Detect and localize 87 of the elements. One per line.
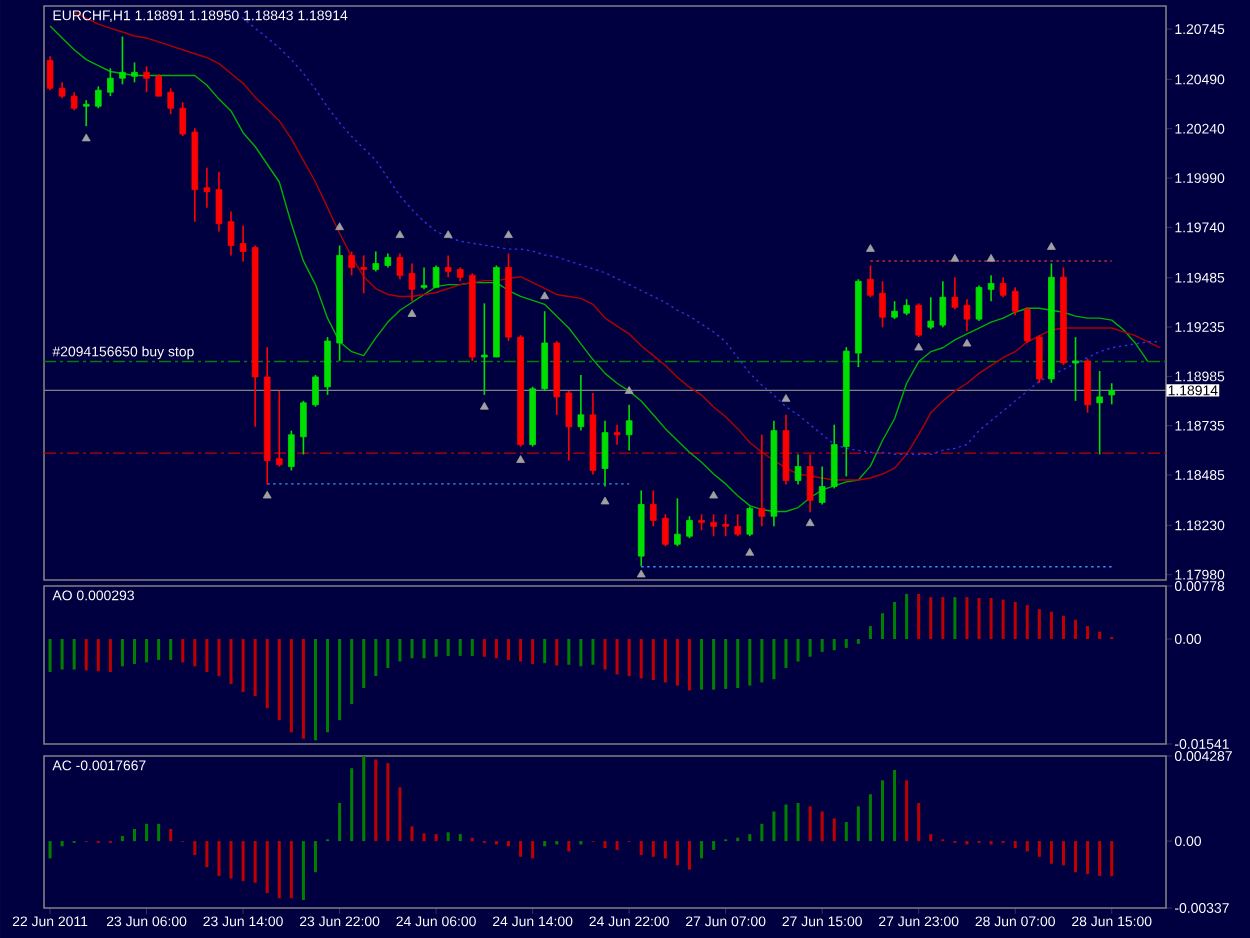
point xyxy=(709,490,718,499)
candlestick xyxy=(372,250,380,273)
candlestick xyxy=(734,513,742,537)
candlestick xyxy=(408,262,416,302)
candlestick xyxy=(565,390,573,462)
point xyxy=(914,342,924,351)
candlestick xyxy=(758,433,766,528)
candlestick xyxy=(927,296,935,330)
candlestick xyxy=(879,280,886,329)
point xyxy=(335,222,344,231)
candlestick xyxy=(432,264,440,289)
point xyxy=(866,244,875,252)
candlestick xyxy=(662,513,669,548)
candlestick xyxy=(649,489,657,528)
point xyxy=(805,518,815,527)
candlestick xyxy=(987,274,995,302)
candlestick xyxy=(541,310,548,392)
candlestick xyxy=(999,276,1007,299)
candlestick xyxy=(915,302,922,338)
point xyxy=(540,291,550,300)
candlestick xyxy=(674,497,681,548)
point xyxy=(479,401,489,410)
candlestick xyxy=(1023,306,1031,344)
candlestick xyxy=(1036,334,1043,384)
candlestick xyxy=(360,254,368,295)
point xyxy=(504,230,513,238)
candlestick xyxy=(46,55,54,92)
candlestick xyxy=(806,453,814,514)
candlestick xyxy=(420,266,428,291)
point xyxy=(1047,242,1056,250)
point xyxy=(395,230,405,238)
candlestick xyxy=(686,515,693,539)
point xyxy=(262,490,272,499)
point xyxy=(962,338,972,347)
candlestick xyxy=(1108,382,1116,406)
candlestick xyxy=(444,254,452,279)
candlestick xyxy=(1096,370,1103,456)
candlestick xyxy=(1072,336,1079,402)
candlestick xyxy=(577,374,585,432)
candlestick xyxy=(155,73,162,97)
candlestick xyxy=(710,513,717,537)
point xyxy=(745,547,755,556)
candlestick xyxy=(975,284,983,322)
candlestick xyxy=(939,280,947,329)
candlestick xyxy=(396,252,404,281)
candlestick xyxy=(119,35,126,86)
candlestick xyxy=(324,336,331,396)
candlestick xyxy=(215,171,223,233)
candlestick xyxy=(1011,286,1019,316)
candlestick xyxy=(143,65,150,94)
candlestick xyxy=(239,224,247,263)
candlestick xyxy=(830,423,838,490)
candlestick xyxy=(722,513,729,537)
candlestick xyxy=(82,99,90,127)
candlestick xyxy=(167,87,174,115)
candlestick xyxy=(131,61,138,84)
candlestick xyxy=(1084,358,1091,414)
candlestick xyxy=(348,250,355,277)
candlestick xyxy=(312,374,319,408)
point xyxy=(624,386,634,394)
candlestick xyxy=(951,276,959,311)
candlestick xyxy=(794,453,802,486)
point xyxy=(781,394,791,402)
point xyxy=(950,253,960,262)
candlestick xyxy=(95,85,102,109)
candlestick xyxy=(613,423,621,446)
candlestick xyxy=(275,390,283,468)
point xyxy=(443,230,453,238)
candlestick xyxy=(625,403,633,452)
point xyxy=(986,253,996,262)
point xyxy=(516,455,525,463)
candlestick xyxy=(481,302,488,396)
candlestick xyxy=(300,400,307,456)
candlestick xyxy=(107,67,114,97)
candlestick xyxy=(746,505,754,537)
candlestick xyxy=(963,298,971,332)
point xyxy=(81,133,91,142)
candlestick xyxy=(867,264,874,299)
candlestick xyxy=(203,166,211,209)
candlestick xyxy=(818,465,826,506)
point xyxy=(407,309,417,317)
candlestick xyxy=(179,101,187,137)
point xyxy=(636,569,646,578)
point xyxy=(600,496,610,505)
candlestick xyxy=(227,210,235,257)
candlestick xyxy=(288,429,295,472)
candlestick xyxy=(601,419,609,488)
